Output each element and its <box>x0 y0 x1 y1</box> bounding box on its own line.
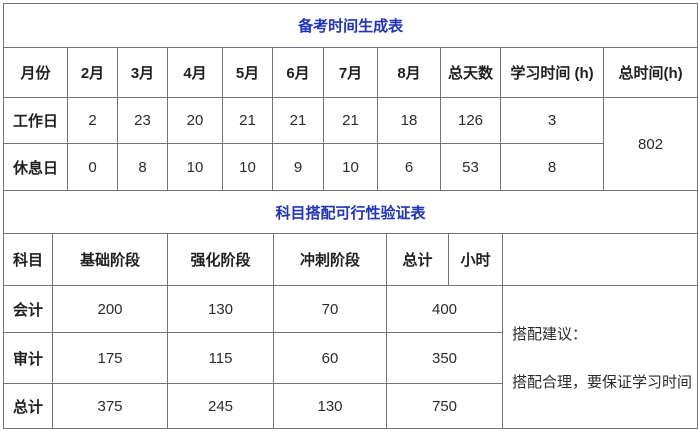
cell-restdays-jun: 9 <box>272 143 324 191</box>
row-label-grand-total: 总计 <box>3 383 53 429</box>
cell-auditing-sprint: 60 <box>273 332 387 384</box>
cell-auditing-total: 350 <box>386 332 503 384</box>
cell-workdays-jul: 21 <box>323 97 378 144</box>
prep-time-table: 备考时间生成表 月份 2月 3月 4月 5月 6月 7月 8月 总天数 学习时间… <box>2 3 698 191</box>
remark-text: 搭配合理，要保证学习时间 <box>512 373 693 391</box>
col-header-mar: 3月 <box>117 47 168 98</box>
remark-heading: 搭配建议： <box>512 325 588 343</box>
row-label-workdays: 工作日 <box>3 97 68 144</box>
col-header-sprint-stage: 冲刺阶段 <box>273 233 387 286</box>
cell-total-time: 802 <box>602 97 698 191</box>
cell-restdays-feb: 0 <box>67 143 118 191</box>
tables-container: 备考时间生成表 月份 2月 3月 4月 5月 6月 7月 8月 总天数 学习时间… <box>2 3 698 429</box>
cell-restdays-jul: 10 <box>323 143 378 191</box>
table-row-grand-total: 总计 375 245 130 750 <box>3 383 698 429</box>
cell-total-total: 750 <box>386 383 503 429</box>
cell-accounting-basic: 200 <box>52 285 168 333</box>
cell-restdays-mar: 8 <box>117 143 168 191</box>
col-header-subject: 科目 <box>3 233 53 286</box>
cell-total-strengthen: 245 <box>167 383 274 429</box>
col-header-jul: 7月 <box>323 47 378 98</box>
cell-workdays-mar: 23 <box>117 97 168 144</box>
subject-table-title: 科目搭配可行性验证表 <box>2 190 698 234</box>
table-row-workdays: 工作日 2 23 20 21 21 21 18 126 3 802 <box>3 97 698 191</box>
cell-accounting-strengthen: 130 <box>167 285 274 333</box>
col-header-jun: 6月 <box>272 47 324 98</box>
col-header-hours: 小时 <box>448 233 503 286</box>
cell-restdays-may: 10 <box>222 143 273 191</box>
table-row-restdays: 休息日 0 8 10 10 9 10 6 53 8 <box>3 143 698 191</box>
row-label-restdays: 休息日 <box>3 143 68 191</box>
table-row-accounting: 会计 200 130 70 400 搭配建议： 搭配合理，要保证学习时间 <box>3 285 698 429</box>
cell-restdays-apr: 10 <box>167 143 223 191</box>
col-header-strengthen-stage: 强化阶段 <box>167 233 274 286</box>
col-header-apr: 4月 <box>167 47 223 98</box>
col-header-study-hours: 学习时间 (h) <box>500 47 604 98</box>
cell-workdays-total: 126 <box>440 97 501 144</box>
col-header-feb: 2月 <box>67 47 118 98</box>
cell-accounting-sprint: 70 <box>273 285 387 333</box>
cell-header-empty <box>501 233 698 286</box>
cell-workdays-jun: 21 <box>272 97 324 144</box>
col-header-subtotal: 总计 <box>386 233 449 286</box>
subject-header-row: 科目 基础阶段 强化阶段 冲刺阶段 总计 小时 <box>3 233 698 286</box>
row-label-accounting: 会计 <box>3 285 53 333</box>
cell-total-basic: 375 <box>52 383 168 429</box>
prep-header-row: 月份 2月 3月 4月 5月 6月 7月 8月 总天数 学习时间 (h) 总时间… <box>3 47 698 98</box>
table-row-auditing: 审计 175 115 60 350 <box>3 332 698 384</box>
cell-workdays-may: 21 <box>222 97 273 144</box>
cell-total-sprint: 130 <box>273 383 387 429</box>
cell-restdays-aug: 6 <box>377 143 441 191</box>
col-header-basic-stage: 基础阶段 <box>52 233 168 286</box>
cell-restdays-study-hours: 8 <box>500 143 604 191</box>
col-header-total-hours: 总时间(h) <box>602 47 698 98</box>
col-header-month: 月份 <box>3 47 68 98</box>
cell-remark: 搭配建议： 搭配合理，要保证学习时间 <box>501 285 698 429</box>
prep-table-title: 备考时间生成表 <box>2 3 698 48</box>
cell-workdays-feb: 2 <box>67 97 118 144</box>
cell-workdays-study-hours: 3 <box>500 97 604 144</box>
cell-workdays-apr: 20 <box>167 97 223 144</box>
col-header-aug: 8月 <box>377 47 441 98</box>
subject-match-table: 科目搭配可行性验证表 科目 基础阶段 强化阶段 冲刺阶段 总计 小时 会计 20… <box>2 190 698 429</box>
col-header-may: 5月 <box>222 47 273 98</box>
cell-auditing-basic: 175 <box>52 332 168 384</box>
cell-auditing-strengthen: 115 <box>167 332 274 384</box>
cell-workdays-aug: 18 <box>377 97 441 144</box>
cell-restdays-total: 53 <box>440 143 501 191</box>
row-label-auditing: 审计 <box>3 332 53 384</box>
col-header-total-days: 总天数 <box>440 47 501 98</box>
cell-accounting-total: 400 <box>386 285 503 333</box>
